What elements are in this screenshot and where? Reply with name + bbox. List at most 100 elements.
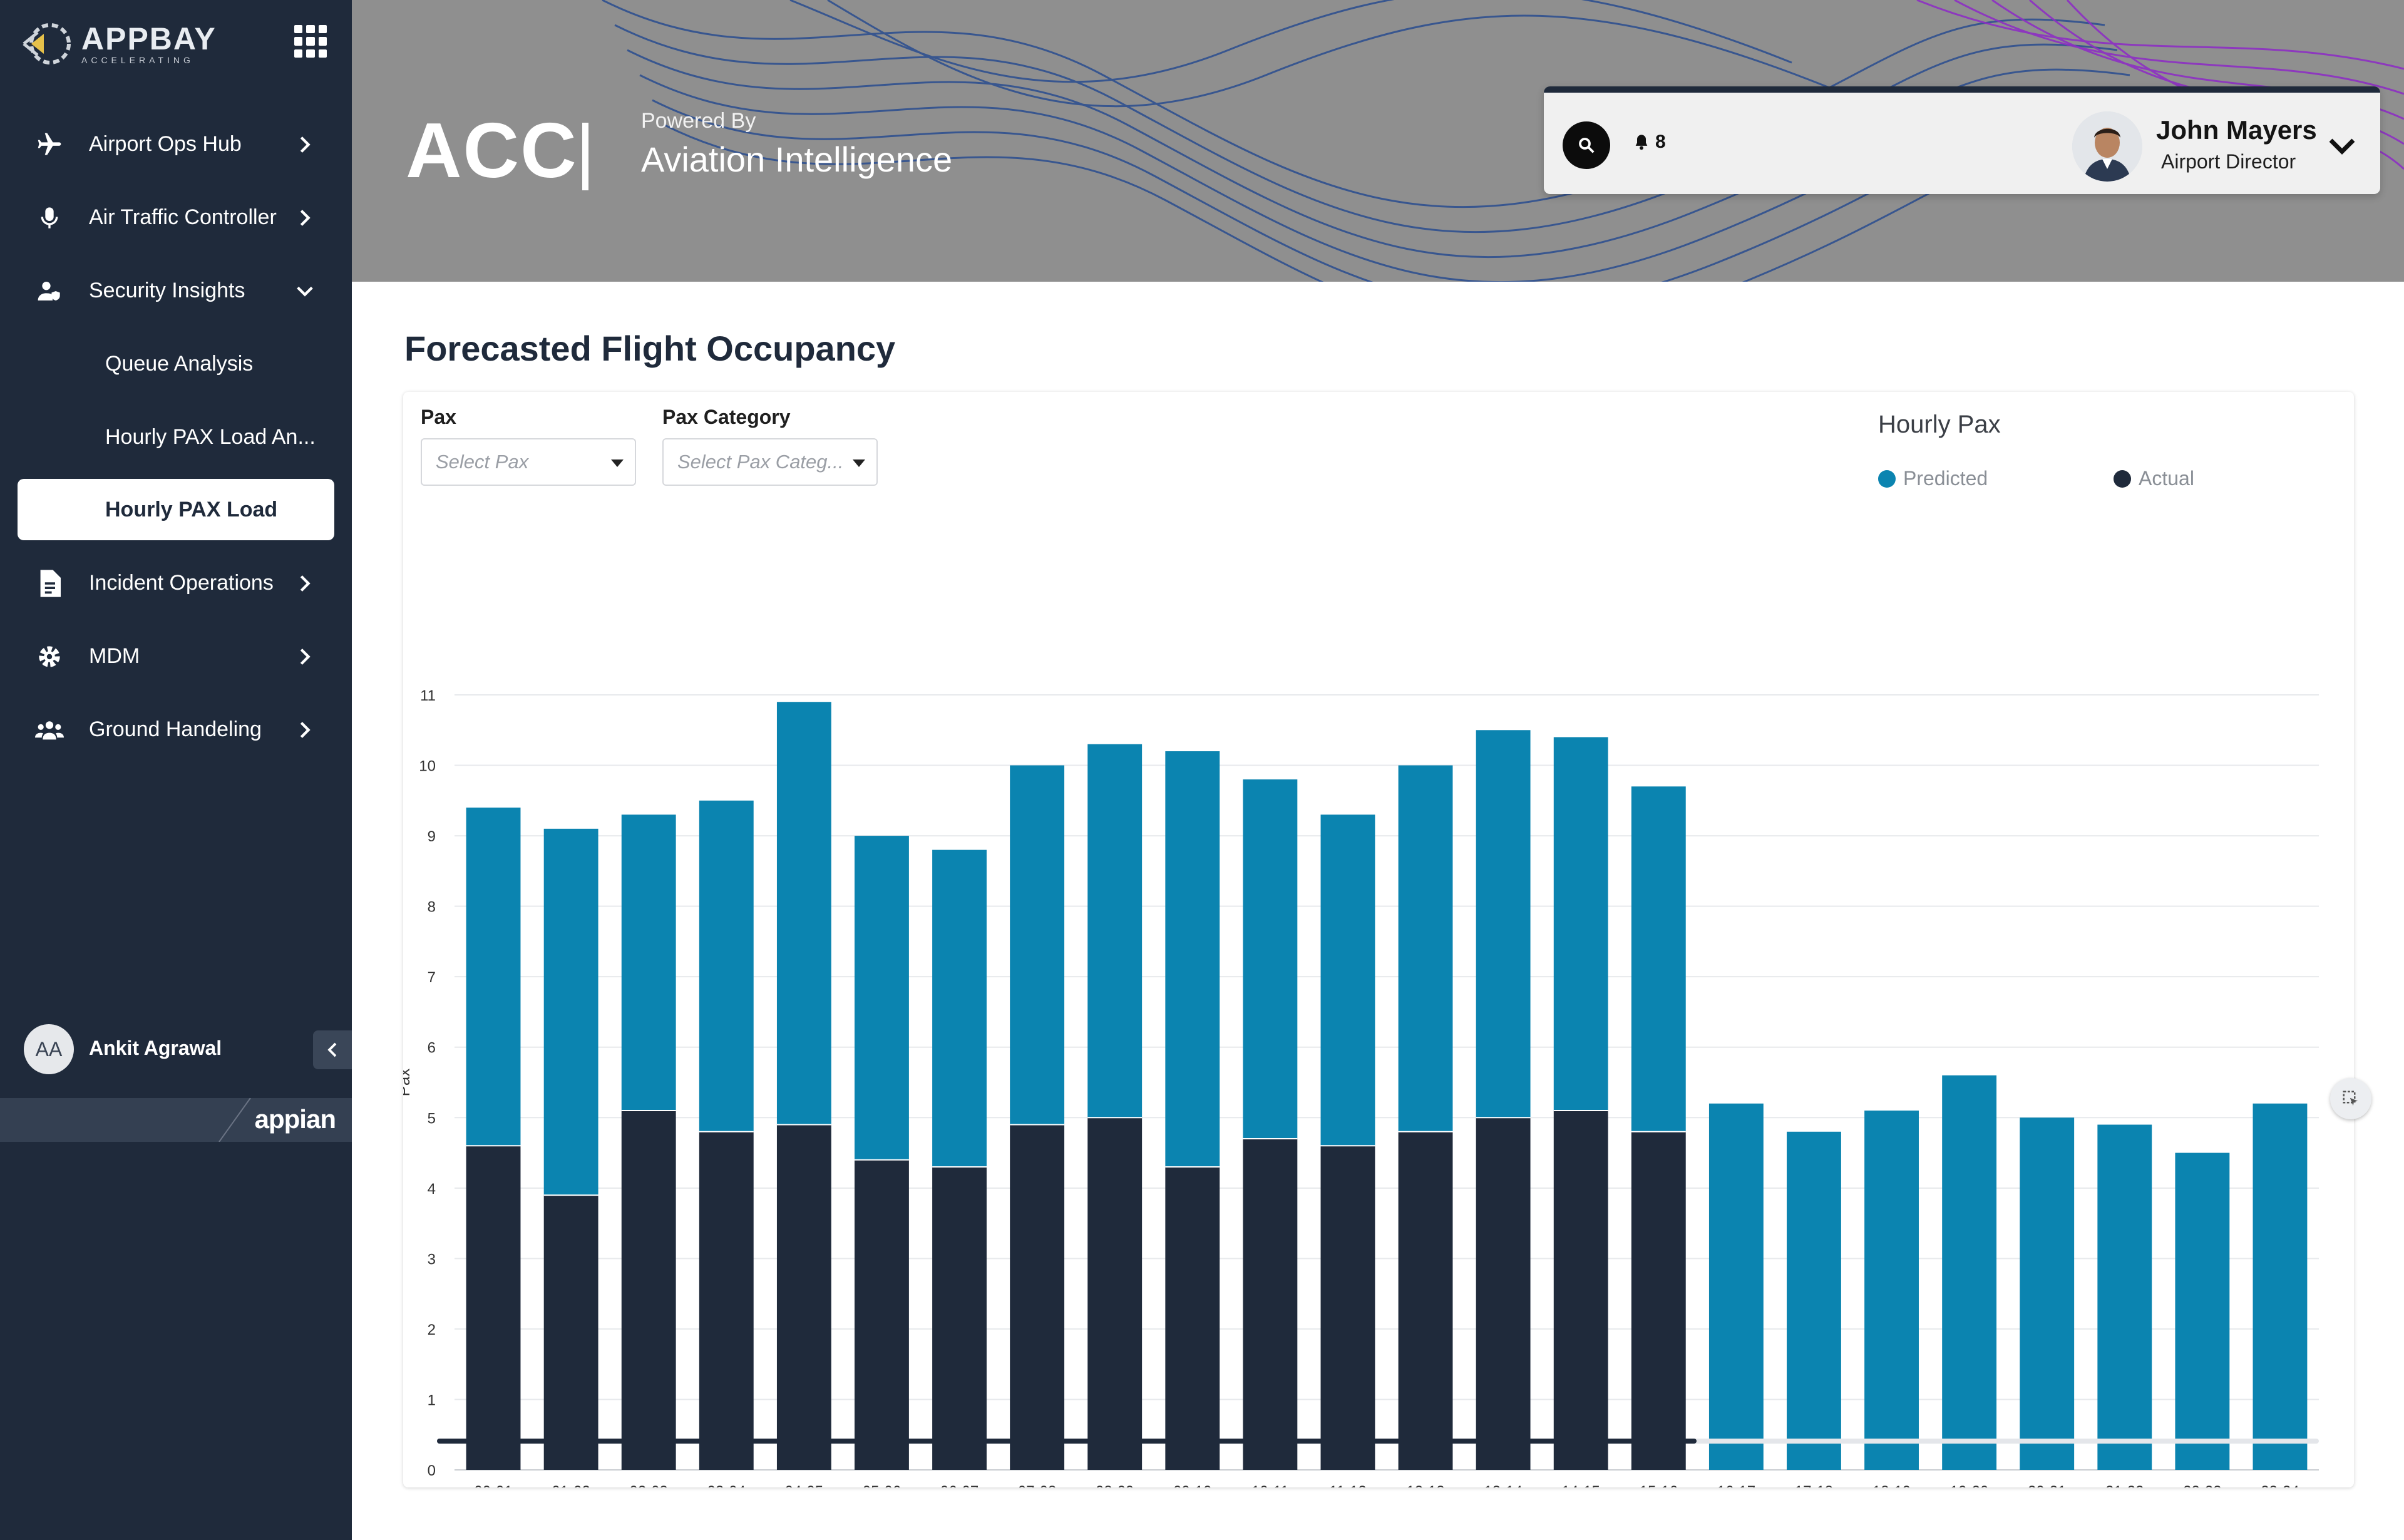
chevron-down-icon bbox=[297, 286, 313, 297]
collapse-sidebar-button[interactable] bbox=[313, 1030, 352, 1069]
sidebar-item-airport-ops-hub[interactable]: Airport Ops Hub bbox=[0, 108, 352, 181]
pax-select-placeholder: Select Pax bbox=[436, 451, 529, 473]
x-tick-label: 21-22 bbox=[2105, 1483, 2144, 1487]
y-tick-label: 2 bbox=[428, 1322, 436, 1338]
pax-category-select[interactable]: Select Pax Categ... bbox=[662, 438, 878, 486]
chart-scrollbar[interactable] bbox=[437, 1439, 2319, 1444]
search-button[interactable] bbox=[1563, 121, 1610, 169]
legend-dot bbox=[1878, 470, 1896, 488]
x-tick-label: 23-24 bbox=[2261, 1483, 2299, 1487]
bar-actual bbox=[699, 1131, 754, 1470]
brand-name: APPBAY bbox=[81, 21, 217, 56]
bar-actual bbox=[1087, 1117, 1143, 1470]
bar-predicted bbox=[543, 828, 598, 1196]
sidebar-item-security-insights[interactable]: Security Insights bbox=[0, 254, 352, 327]
bar-predicted bbox=[776, 702, 831, 1125]
bar-actual bbox=[1165, 1167, 1220, 1470]
bar-predicted bbox=[2175, 1152, 2230, 1470]
chevron-down-icon[interactable] bbox=[2326, 134, 2358, 159]
sidebar-user-name: Ankit Agrawal bbox=[89, 1037, 222, 1059]
bar-predicted bbox=[1787, 1131, 1841, 1470]
bar-actual bbox=[855, 1159, 909, 1470]
bar-predicted bbox=[2252, 1103, 2308, 1470]
legend-item-actual[interactable]: Actual bbox=[2114, 467, 2194, 490]
bar-predicted bbox=[699, 800, 754, 1132]
pax-category-select-placeholder: Select Pax Categ... bbox=[677, 451, 844, 473]
user-toolbar: 8 John Mayers Airport Director bbox=[1544, 86, 2380, 194]
x-tick-label: 16-17 bbox=[1717, 1483, 1755, 1487]
bar-predicted bbox=[932, 850, 987, 1168]
page-title: Forecasted Flight Occupancy bbox=[404, 329, 896, 368]
sidebar: APPBAY ACCELERATING Airport Ops Hub Air … bbox=[0, 0, 352, 1540]
y-tick-label: 10 bbox=[419, 758, 436, 775]
y-tick-label: 0 bbox=[428, 1462, 436, 1479]
y-axis-label: Pax bbox=[403, 1069, 413, 1097]
x-tick-label: 02-03 bbox=[630, 1483, 668, 1487]
bar-predicted bbox=[1010, 765, 1065, 1125]
brand-logo[interactable]: APPBAY ACCELERATING bbox=[19, 13, 219, 75]
sidebar-item-label: Queue Analysis bbox=[105, 352, 254, 376]
sidebar-item-ground-handeling[interactable]: Ground Handeling bbox=[0, 693, 352, 766]
sidebar-item-mdm[interactable]: MDM bbox=[0, 620, 352, 693]
bar-predicted bbox=[1476, 730, 1531, 1118]
x-tick-label: 15-16 bbox=[1640, 1483, 1678, 1487]
sidebar-item-label: Security Insights bbox=[89, 279, 245, 302]
bar-predicted bbox=[1243, 779, 1298, 1139]
caret-down-icon bbox=[611, 459, 624, 467]
sidebar-nav: Airport Ops Hub Air Traffic Controller S… bbox=[0, 108, 352, 766]
bar-chart: 0 1 2 3 4 5 6 7 8 9 10 11 Pax 00-01 01-02 02-03 03-04 04-… bbox=[403, 687, 2319, 1487]
chart-scrollbar-thumb[interactable] bbox=[437, 1439, 1697, 1444]
sidebar-item-air-traffic-controller[interactable]: Air Traffic Controller bbox=[0, 181, 352, 254]
bar-predicted bbox=[1631, 786, 1686, 1132]
profile-name: John Mayers bbox=[2156, 115, 2317, 145]
y-tick-label: 7 bbox=[428, 969, 436, 986]
appian-logo: appian bbox=[254, 1104, 336, 1134]
sidebar-item-hourly-pax-load[interactable]: Hourly PAX Load bbox=[18, 479, 334, 540]
bar-actual bbox=[1553, 1111, 1608, 1470]
users-icon bbox=[35, 716, 64, 744]
sidebar-item-label: Incident Operations bbox=[89, 571, 274, 595]
x-tick-label: 20-21 bbox=[2028, 1483, 2066, 1487]
y-tick-label: 5 bbox=[428, 1110, 436, 1127]
x-tick-label: 06-07 bbox=[940, 1483, 979, 1487]
bell-icon bbox=[1635, 135, 1648, 150]
profile-avatar[interactable] bbox=[2072, 111, 2142, 182]
chevron-right-icon bbox=[300, 648, 311, 665]
x-tick-label: 14-15 bbox=[1562, 1483, 1600, 1487]
legend-label: Predicted bbox=[1903, 467, 1988, 490]
appian-footer: appian bbox=[0, 1098, 352, 1142]
profile-role: Airport Director bbox=[2161, 150, 2296, 173]
select-tool-button[interactable] bbox=[2330, 1078, 2371, 1119]
legend-dot bbox=[2114, 470, 2131, 488]
bar-predicted bbox=[1165, 751, 1220, 1168]
sidebar-item-incident-operations[interactable]: Incident Operations bbox=[0, 547, 352, 620]
sidebar-user[interactable]: AA Ankit Agrawal bbox=[0, 1017, 352, 1079]
search-icon bbox=[1579, 138, 1595, 153]
sidebar-item-hourly-pax-load-analysis[interactable]: Hourly PAX Load An... bbox=[0, 401, 352, 474]
x-tick-label: 19-20 bbox=[1950, 1483, 1988, 1487]
bar-actual bbox=[621, 1111, 676, 1470]
x-tick-label: 07-08 bbox=[1018, 1483, 1056, 1487]
legend-item-predicted[interactable]: Predicted bbox=[1878, 467, 1988, 490]
bar-predicted bbox=[1398, 765, 1453, 1132]
notifications-button[interactable]: 8 bbox=[1633, 131, 1666, 153]
person-photo-icon bbox=[2072, 111, 2142, 182]
x-tick-label: 05-06 bbox=[863, 1483, 901, 1487]
title-separator bbox=[582, 123, 588, 190]
pax-select[interactable]: Select Pax bbox=[421, 438, 636, 486]
bar-actual bbox=[1631, 1131, 1686, 1470]
plane-icon bbox=[35, 130, 64, 159]
bar-actual bbox=[466, 1146, 521, 1470]
powered-by-label: Powered By bbox=[641, 109, 756, 133]
user-shield-icon bbox=[35, 277, 64, 305]
pax-filter-label: Pax bbox=[421, 406, 456, 428]
chevron-left-icon bbox=[327, 1042, 337, 1057]
x-tick-label: 17-18 bbox=[1795, 1483, 1833, 1487]
apps-grid-icon[interactable] bbox=[294, 25, 327, 58]
main-content: Forecasted Flight Occupancy Pax Select P… bbox=[352, 282, 2404, 1540]
document-icon bbox=[35, 569, 64, 598]
x-tick-label: 01-02 bbox=[552, 1483, 590, 1487]
y-tick-label: 1 bbox=[428, 1392, 436, 1409]
notification-count: 8 bbox=[1655, 131, 1666, 152]
sidebar-item-queue-analysis[interactable]: Queue Analysis bbox=[0, 327, 352, 401]
